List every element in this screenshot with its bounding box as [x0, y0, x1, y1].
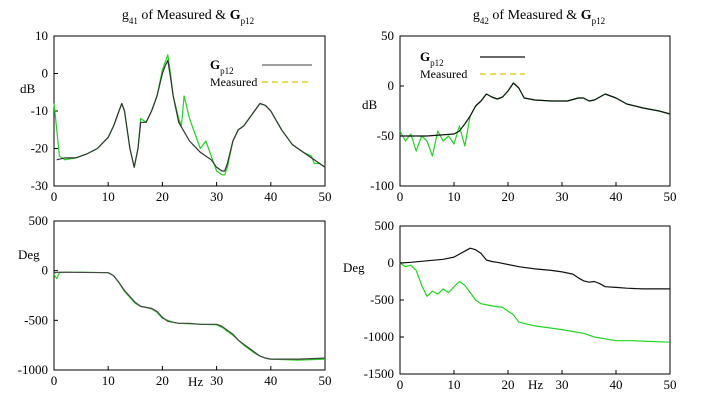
- x-tick-label: 40: [610, 189, 623, 204]
- y-tick-label: -10: [31, 103, 48, 118]
- x-tick-label: 0: [397, 189, 404, 204]
- series-line-measured: [399, 262, 671, 343]
- x-tick-label: 10: [448, 377, 461, 392]
- x-tick-label: 30: [210, 189, 223, 204]
- y-axis-label: dB: [20, 81, 36, 96]
- y-tick-label: -500: [370, 292, 394, 307]
- chart-panel-4: 0 10 20 30 40 50 500 0 -500 -1000 -1500 Deg Hz: [343, 218, 677, 392]
- series-line-gp12: [53, 271, 326, 360]
- x-tick-label: 40: [610, 377, 623, 392]
- series-line-measured: [399, 82, 671, 157]
- chart-panel-1: 0 10 20 30 40 50 10 0 -10 -20 -30 dB g41 of Measured…: [20, 8, 332, 204]
- y-tick-label: -1500: [364, 366, 394, 381]
- plot-frame: [399, 225, 671, 375]
- x-tick-label: 50: [664, 377, 677, 392]
- x-tick-label: 10: [102, 189, 115, 204]
- x-tick-label: 50: [319, 373, 332, 388]
- x-tick-label: 40: [264, 189, 277, 204]
- chart-title: g41 of Measured & Gp12: [122, 8, 254, 26]
- x-tick-label: 0: [51, 189, 58, 204]
- y-tick-label: -100: [370, 178, 394, 193]
- series-line-gp12: [399, 247, 670, 290]
- plot-frame: [53, 220, 326, 371]
- x-axis-label: Hz: [188, 374, 203, 389]
- x-tick-label: 30: [556, 377, 569, 392]
- y-tick-label: 0: [42, 263, 49, 278]
- y-tick-label: 500: [29, 213, 49, 228]
- x-tick-label: 10: [102, 373, 115, 388]
- y-tick-label: 500: [375, 218, 395, 233]
- series-line-measured: [53, 54, 326, 176]
- y-tick-label: -20: [31, 141, 48, 156]
- series-line-gp12: [400, 82, 671, 137]
- x-tick-label: 20: [156, 373, 169, 388]
- x-tick-label: 10: [448, 189, 461, 204]
- y-tick-label: -500: [24, 312, 48, 327]
- x-tick-label: 20: [502, 377, 515, 392]
- y-axis-label: Deg: [343, 260, 365, 275]
- x-axis-label: Hz: [528, 377, 543, 392]
- legend-label: Gp12: [420, 49, 444, 68]
- y-tick-label: -50: [377, 128, 394, 143]
- y-axis-label: dB: [362, 97, 378, 112]
- y-tick-label: 0: [388, 255, 395, 270]
- x-tick-label: 30: [210, 373, 223, 388]
- y-tick-label: 0: [388, 78, 395, 93]
- chart-panel-2: 0 10 20 30 40 50 50 0 -50 -100 dB g42 of Measured &…: [362, 8, 677, 204]
- x-tick-label: 30: [556, 189, 569, 204]
- plot-frame: [399, 35, 671, 187]
- legend-label: Measured: [420, 67, 467, 81]
- x-tick-label: 50: [319, 189, 332, 204]
- y-tick-label: 10: [35, 28, 48, 43]
- y-tick-label: -1000: [364, 329, 394, 344]
- y-tick-label: 50: [381, 28, 394, 43]
- x-tick-label: 50: [664, 189, 677, 204]
- x-tick-label: 0: [51, 373, 58, 388]
- chart-panel-3: 0 10 20 30 40 50 500 0 -500 -1000 Deg Hz: [18, 213, 332, 389]
- legend-label: Gp12: [210, 57, 234, 76]
- x-tick-label: 40: [264, 373, 277, 388]
- legend-label: Measured: [210, 75, 257, 89]
- y-tick-label: 0: [42, 66, 49, 81]
- series-line-measured: [53, 271, 326, 361]
- series-line-gp12: [56, 59, 326, 172]
- y-tick-label: -1000: [18, 362, 48, 377]
- x-tick-label: 20: [502, 189, 515, 204]
- x-tick-label: 20: [156, 189, 169, 204]
- y-tick-label: -30: [31, 178, 48, 193]
- plot-frame: [53, 35, 326, 187]
- chart-title: g42 of Measured & Gp12: [473, 8, 605, 26]
- x-tick-label: 0: [397, 377, 404, 392]
- y-axis-label: Deg: [18, 247, 40, 262]
